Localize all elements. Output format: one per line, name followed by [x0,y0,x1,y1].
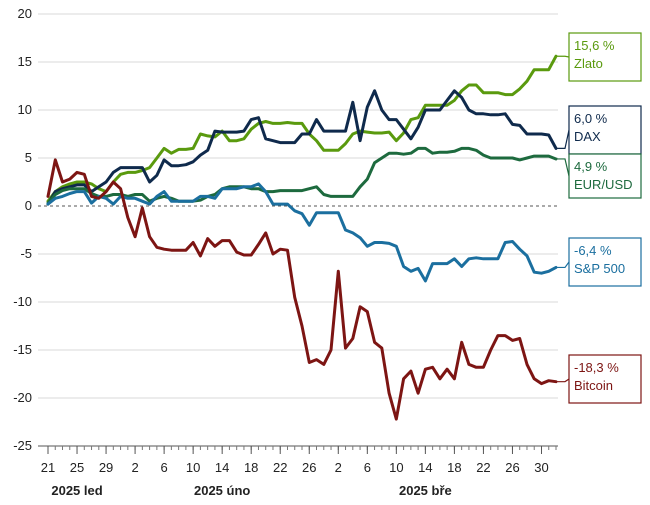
x-tick-label: 6 [364,460,371,475]
x-tick-label: 14 [418,460,432,475]
series-line-2 [46,146,558,205]
y-tick-label: -15 [13,342,32,357]
label-connector [556,378,570,383]
month-label: 2025 bře [399,483,452,498]
series-name: S&P 500 [574,261,625,276]
series-name: Bitcoin [574,378,613,393]
label-connector [556,261,570,269]
label-box [568,237,642,287]
x-tick-label: 2 [131,460,138,475]
series-name: DAX [574,129,601,144]
y-tick-label: 0 [25,198,32,213]
series-line-4 [46,158,558,421]
series-end-value: 6,0 % [574,111,608,126]
series-lines [46,54,558,421]
series-end-value: 15,6 % [574,38,615,53]
label-box [568,32,642,82]
series-name: EUR/USD [574,177,633,192]
x-tick-label: 2 [335,460,342,475]
x-tick-label: 6 [160,460,167,475]
label-connector [556,158,570,177]
label-connector [556,129,570,149]
end-labels: 15,6 % Zlato 6,0 % DAX 4,9 % EUR/USD -6,4 % S&P… [556,32,642,404]
series-end-value: 4,9 % [574,159,608,174]
y-tick-label: 20 [18,6,32,21]
x-tick-label: 18 [447,460,461,475]
label-box [568,354,642,404]
x-tick-label: 22 [273,460,287,475]
month-label: 2025 led [51,483,102,498]
y-tick-label: -10 [13,294,32,309]
x-tick-label: 21 [41,460,55,475]
label-box [568,153,642,199]
series-end-value: -6,4 % [574,243,612,258]
y-tick-label: -5 [20,246,32,261]
y-tick-label: 15 [18,54,32,69]
y-tick-label: 5 [25,150,32,165]
x-tick-label: 25 [70,460,84,475]
month-label: 2025 úno [194,483,250,498]
y-tick-label: -20 [13,390,32,405]
y-tick-label: 10 [18,102,32,117]
x-tick-label: 29 [99,460,113,475]
x-tick-label: 26 [505,460,519,475]
y-tick-label: -25 [13,438,32,453]
y-axis-ticks: 20 15 10 5 0 -5 -10 -15 -20 -25 [13,6,32,453]
x-tick-label: 10 [186,460,200,475]
gridlines [38,13,558,447]
series-end-value: -18,3 % [574,360,619,375]
series-line-0 [46,54,558,203]
x-tick-label: 14 [215,460,229,475]
label-connector [556,55,570,58]
x-tick-label: 18 [244,460,258,475]
x-tick-label: 30 [534,460,548,475]
series-line-3 [46,182,558,283]
series-line-1 [46,89,558,206]
x-tick-label: 22 [476,460,490,475]
x-tick-label: 26 [302,460,316,475]
x-tick-label: 10 [389,460,403,475]
series-name: Zlato [574,56,603,71]
